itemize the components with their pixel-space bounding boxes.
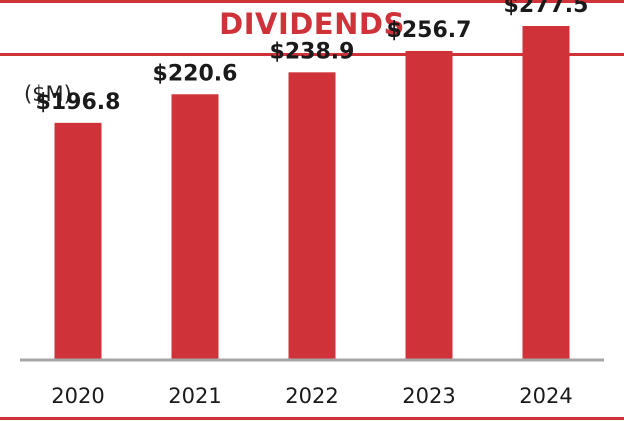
x-tick-2024: 2024 [519,384,572,408]
bottom-rule [0,417,624,420]
title-underline-rule [0,53,624,56]
value-label-2024: $277.5 [504,0,589,18]
x-tick-2023: 2023 [402,384,455,408]
unit-label: ($M) [24,82,72,106]
chart-title: DIVIDENDS [219,7,405,41]
value-label-2022: $238.9 [270,39,355,64]
bar-2023 [405,50,453,360]
top-rule [0,0,624,3]
bar-2022 [288,72,336,359]
x-tick-2022: 2022 [285,384,338,408]
x-tick-2021: 2021 [168,384,221,408]
bar-2021 [171,94,219,359]
bar-2020 [54,122,102,359]
x-tick-2020: 2020 [51,384,104,408]
value-label-2023: $256.7 [387,18,472,43]
value-label-2020: $196.8 [36,90,121,115]
bar-2024 [522,26,570,359]
value-label-2021: $220.6 [153,61,238,86]
